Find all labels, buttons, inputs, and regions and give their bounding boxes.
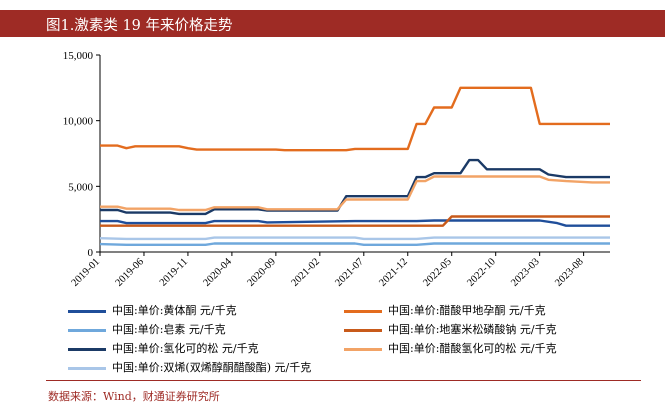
- y-tick-label: 5,000: [68, 181, 93, 193]
- x-tick-label: 2023-03: [509, 256, 542, 289]
- chart-title: 图1.激素类 19 年来价格走势: [46, 18, 233, 34]
- series-line-5: [100, 158, 610, 216]
- x-tick-label: 2021-07: [333, 256, 366, 289]
- footer-divider: [46, 380, 641, 381]
- x-tick-label: 2021-12: [377, 256, 410, 289]
- x-tick-label: 2019-11: [158, 256, 190, 288]
- x-tick-label: 2019-06: [114, 256, 147, 289]
- series-line-7: [99, 236, 610, 241]
- series-line-4: [100, 215, 610, 227]
- x-tick-label: 2021-02: [289, 256, 322, 289]
- series-line-3: [99, 242, 610, 246]
- y-tick-label: 10,000: [63, 116, 94, 128]
- title-bar: 图1.激素类 19 年来价格走势: [0, 10, 665, 37]
- source-note: 数据来源：Wind，财通证券研究所: [48, 390, 220, 403]
- x-tick-label: 2022-05: [421, 256, 454, 289]
- x-tick-label: 2022-10: [465, 256, 498, 289]
- series-line-6: [100, 175, 610, 212]
- y-tick-label: 15,000: [63, 50, 94, 62]
- chart-series: [99, 86, 610, 246]
- x-tick-label: 2020-04: [201, 256, 234, 289]
- series-line-2: [100, 86, 610, 152]
- x-tick-label: 2020-09: [245, 256, 278, 289]
- x-tick-label: 2023-08: [553, 256, 586, 289]
- y-tick-label: 0: [88, 247, 94, 259]
- series-line-1: [100, 219, 610, 227]
- x-tick-label: 2019-01: [70, 256, 103, 289]
